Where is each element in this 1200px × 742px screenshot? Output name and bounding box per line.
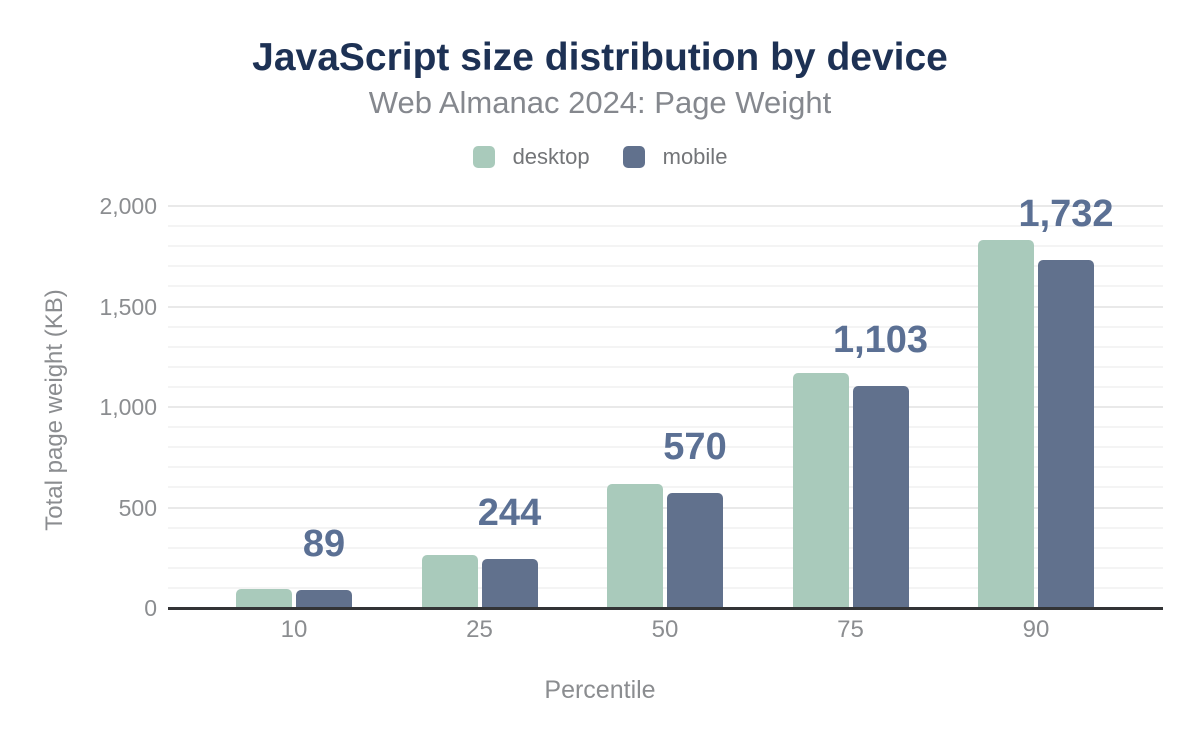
gridline-major <box>168 205 1163 207</box>
gridline-minor <box>168 586 1163 589</box>
bar-desktop-p10[interactable] <box>236 588 292 608</box>
gridline-minor <box>168 285 1163 288</box>
bar-value-label: 244 <box>477 491 542 534</box>
legend-item-mobile[interactable]: mobile <box>622 144 728 170</box>
gridline-minor <box>168 345 1163 348</box>
mobile-swatch-icon <box>622 146 645 168</box>
x-tick-label: 50 <box>651 616 679 643</box>
gridline-minor <box>168 526 1163 529</box>
bar-value-label: 89 <box>302 523 346 566</box>
gridline-minor <box>168 325 1163 328</box>
gridline-minor <box>168 546 1163 549</box>
y-tick-label: 1,000 <box>99 394 157 420</box>
bar-value-label: 1,732 <box>1018 192 1114 235</box>
gridline-minor <box>168 245 1163 248</box>
gridline-minor <box>168 486 1163 489</box>
y-tick-label: 500 <box>118 494 157 521</box>
x-tick-label: 75 <box>837 616 864 643</box>
bar-value-label: 1,103 <box>832 319 929 362</box>
bar-mobile-p25[interactable] <box>481 558 538 608</box>
x-tick-label: 25 <box>466 616 493 643</box>
desktop-swatch-icon <box>472 146 495 168</box>
bar-mobile-p50[interactable] <box>667 493 723 608</box>
gridline-minor <box>168 385 1163 388</box>
bar-desktop-p90[interactable] <box>978 240 1034 608</box>
bar-desktop-p25[interactable] <box>421 554 478 608</box>
gridline-minor <box>168 446 1163 449</box>
gridline-minor <box>168 426 1163 429</box>
y-tick-label: 0 <box>144 595 157 621</box>
legend-item-desktop[interactable]: desktop <box>472 144 590 170</box>
chart-subtitle: Web Almanac 2024: Page Weight <box>368 85 832 120</box>
chart-title: JavaScript size distribution by device <box>252 36 948 79</box>
bar-mobile-p90[interactable] <box>1038 259 1094 608</box>
x-axis-line <box>168 607 1163 610</box>
x-tick-label: 10 <box>280 616 308 643</box>
bar-value-label: 570 <box>663 426 727 469</box>
gridline-minor <box>168 365 1163 368</box>
y-tick-label: 1,500 <box>99 293 157 320</box>
gridline-minor <box>168 225 1163 228</box>
gridline-minor <box>168 466 1163 469</box>
gridline-minor <box>168 265 1163 268</box>
bar-desktop-p50[interactable] <box>607 484 663 608</box>
bar-desktop-p75[interactable] <box>792 373 849 608</box>
x-tick-label: 90 <box>1022 616 1050 643</box>
gridline-minor <box>168 566 1163 569</box>
legend: desktop mobile <box>0 144 1200 170</box>
y-axis-title: Total page weight (KB) <box>41 289 68 531</box>
bar-mobile-p75[interactable] <box>852 386 909 608</box>
bar-mobile-p10[interactable] <box>296 590 352 608</box>
legend-label-desktop: desktop <box>512 144 590 169</box>
gridline-major <box>168 506 1163 509</box>
gridline-major <box>168 406 1163 408</box>
legend-label-mobile: mobile <box>662 144 728 169</box>
x-axis-title: Percentile <box>544 676 656 704</box>
gridline-major <box>168 305 1163 308</box>
y-tick-label: 2,000 <box>99 193 157 219</box>
